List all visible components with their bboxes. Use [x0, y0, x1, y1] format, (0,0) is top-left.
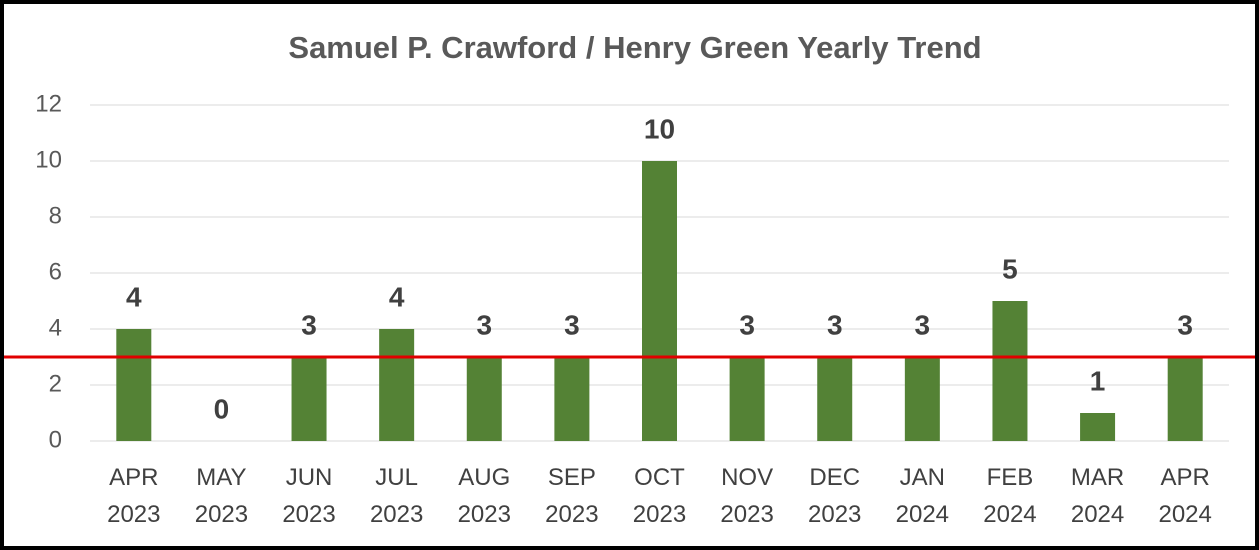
bar	[379, 329, 415, 441]
y-tick-label: 2	[49, 370, 62, 397]
x-tick-label: AUG 2023	[457, 464, 511, 528]
data-label: 3	[564, 309, 580, 340]
y-tick-label: 12	[35, 90, 62, 117]
x-tick-label: JUL 2023	[369, 464, 424, 528]
x-tick-label: NOV 2023	[720, 464, 774, 528]
bar	[116, 329, 152, 441]
y-tick-label: 4	[49, 314, 62, 341]
data-label: 3	[301, 309, 317, 340]
data-label: 5	[1002, 253, 1018, 284]
bar	[817, 357, 853, 441]
data-label: 1	[1090, 365, 1106, 396]
x-tick-label: APR 2024	[1158, 464, 1212, 528]
bar	[642, 161, 677, 441]
data-label: 3	[739, 309, 755, 340]
x-tick-label: MAR 2024	[1070, 464, 1125, 528]
data-label: 3	[827, 309, 843, 340]
bar	[1080, 413, 1116, 441]
data-label: 4	[126, 281, 142, 312]
x-tick-label: OCT 2023	[632, 464, 687, 528]
x-tick-label: APR 2023	[107, 464, 161, 528]
x-tick-label: FEB 2024	[983, 464, 1037, 528]
data-label: 3	[915, 309, 931, 340]
data-label: 3	[476, 309, 492, 340]
bar	[1167, 357, 1203, 441]
bar	[729, 357, 765, 441]
chart-title: Samuel P. Crawford / Henry Green Yearly …	[288, 30, 981, 65]
data-label: 4	[389, 281, 405, 312]
bar	[554, 357, 590, 441]
x-tick-label: MAY 2023	[194, 464, 249, 528]
bar	[291, 357, 327, 441]
bar	[992, 301, 1028, 441]
x-tick-label: JUN 2023	[282, 464, 336, 528]
x-tick-label: JAN 2024	[895, 464, 950, 528]
x-tick-label: DEC 2023	[808, 464, 862, 528]
data-label: 0	[214, 393, 230, 424]
y-tick-label: 10	[35, 146, 62, 173]
data-label: 10	[644, 113, 675, 144]
bar	[466, 357, 502, 441]
bar	[904, 357, 940, 441]
x-tick-label: SEP 2023	[545, 464, 599, 528]
data-label: 3	[1177, 309, 1193, 340]
y-tick-label: 0	[49, 426, 62, 453]
y-tick-label: 8	[49, 202, 62, 229]
y-tick-label: 6	[49, 258, 62, 285]
